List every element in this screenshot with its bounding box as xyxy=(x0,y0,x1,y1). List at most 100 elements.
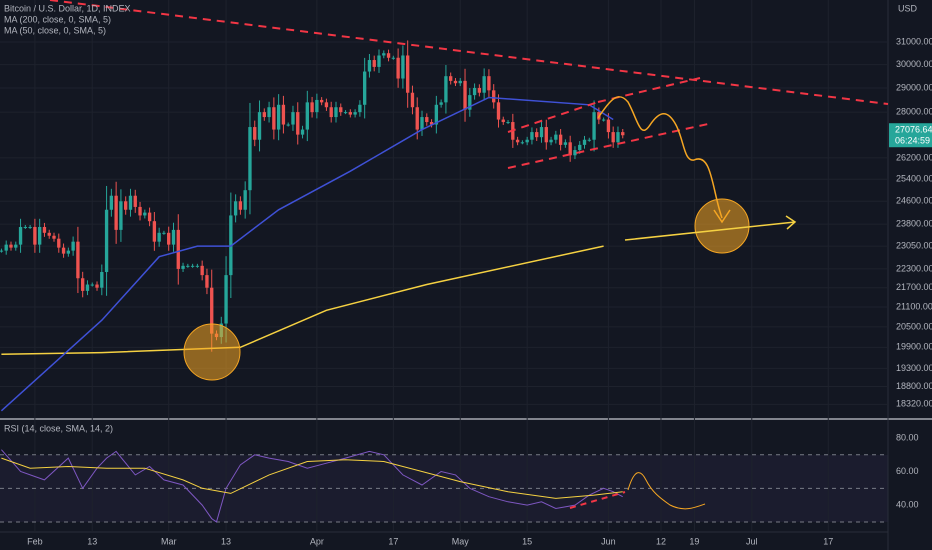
marks xyxy=(0,40,625,523)
candle-body xyxy=(147,212,152,222)
candle-body xyxy=(501,119,505,123)
candle-body xyxy=(362,71,367,105)
candle-body xyxy=(95,284,99,288)
candle-body xyxy=(195,265,200,267)
x-tick-label: 17 xyxy=(388,536,398,546)
arrow-head xyxy=(713,209,731,224)
candle-body xyxy=(539,127,544,138)
moving-average xyxy=(0,96,614,412)
x-tick-label: May xyxy=(452,536,470,546)
candle-body xyxy=(319,99,324,103)
x-tick-label: 13 xyxy=(87,536,97,546)
candle-body xyxy=(554,134,558,140)
candle-body xyxy=(482,76,486,93)
arrow-head xyxy=(785,215,797,230)
candle-body xyxy=(372,60,376,67)
candle-body xyxy=(61,247,66,254)
candle-body xyxy=(104,209,109,273)
candle-body xyxy=(434,104,439,125)
candle-body xyxy=(162,232,166,234)
candle-body xyxy=(606,119,611,133)
candle-body xyxy=(396,57,400,79)
candle-body xyxy=(496,102,501,120)
candle-body xyxy=(582,139,587,145)
candle-body xyxy=(611,132,615,143)
candle-body xyxy=(47,232,51,236)
y-tick-label: 19300.00 xyxy=(896,363,932,373)
candle-body xyxy=(57,238,61,248)
candle-body xyxy=(477,87,482,93)
moving-average xyxy=(1,245,604,356)
rsi-tick-label: 40.00 xyxy=(896,500,919,510)
candle-body xyxy=(487,76,491,91)
x-tick-label: Apr xyxy=(310,536,324,546)
candle-body xyxy=(66,250,71,254)
candle-body xyxy=(210,287,214,334)
candle-body xyxy=(14,244,18,248)
candle-body xyxy=(85,284,90,291)
symbol-title: Bitcoin / U.S. Dollar, 1D, INDEX xyxy=(4,3,131,13)
candle-body xyxy=(243,190,247,210)
projection-path xyxy=(597,96,723,219)
x-tick-label: 19 xyxy=(689,536,699,546)
candle-body xyxy=(281,104,286,125)
candle-body xyxy=(549,139,553,143)
candle-body xyxy=(453,80,458,84)
ma-projection xyxy=(624,221,796,241)
candle-body xyxy=(272,107,276,130)
candle-body xyxy=(616,132,620,143)
candle-body xyxy=(520,142,525,144)
candle-body xyxy=(81,278,85,291)
candle-body xyxy=(296,112,300,135)
candle-body xyxy=(23,226,28,228)
candle-body xyxy=(472,87,477,96)
candle-body xyxy=(578,144,582,151)
rsi-line xyxy=(1,457,623,499)
y-tick-label: 21100.00 xyxy=(896,301,932,311)
candle-body xyxy=(167,232,171,245)
candle-body xyxy=(463,80,467,110)
trendline xyxy=(49,0,889,105)
candle-body xyxy=(382,53,386,56)
candle-body xyxy=(257,112,262,140)
candle-body xyxy=(37,226,42,245)
y-tick-label: 26200.00 xyxy=(896,152,932,162)
candle-body xyxy=(205,275,209,288)
candle-body xyxy=(157,232,161,242)
indicator-label: MA (50, close, 0, SMA, 5) xyxy=(4,25,106,35)
candle-body xyxy=(181,265,185,269)
candle-body xyxy=(119,201,123,230)
drawings xyxy=(49,0,889,510)
candle-body xyxy=(343,112,348,114)
candle-body xyxy=(52,235,56,239)
candle-body xyxy=(300,129,305,135)
x-tick-label: 12 xyxy=(656,536,666,546)
candle-body xyxy=(262,112,266,118)
candle-body xyxy=(391,57,396,59)
candle-body xyxy=(224,275,228,324)
highlight-circle xyxy=(694,198,750,254)
candle-body xyxy=(248,127,252,191)
indicator-label: MA (200, close, 0, SMA, 5) xyxy=(4,14,111,24)
candle-body xyxy=(544,127,548,143)
candle-body xyxy=(109,195,114,210)
candle-body xyxy=(329,107,333,118)
candle-body xyxy=(535,132,539,138)
candle-body xyxy=(592,112,596,140)
candle-body xyxy=(9,244,13,248)
y-tick-label: 31000.00 xyxy=(896,36,932,46)
channel-bottom xyxy=(507,123,709,169)
candle-body xyxy=(0,250,4,252)
y-tick-label: 22300.00 xyxy=(896,263,932,273)
candle-body xyxy=(114,195,118,230)
candle-body xyxy=(128,195,133,210)
y-tick-label: 20500.00 xyxy=(896,321,932,331)
x-tick-label: Feb xyxy=(27,536,43,546)
candle-body xyxy=(367,60,372,72)
candle-body xyxy=(291,112,295,125)
candle-body xyxy=(429,122,434,125)
y-tick-label: 18320.00 xyxy=(896,399,932,409)
candle-body xyxy=(33,226,37,245)
y-tick-label: 18800.00 xyxy=(896,381,932,391)
